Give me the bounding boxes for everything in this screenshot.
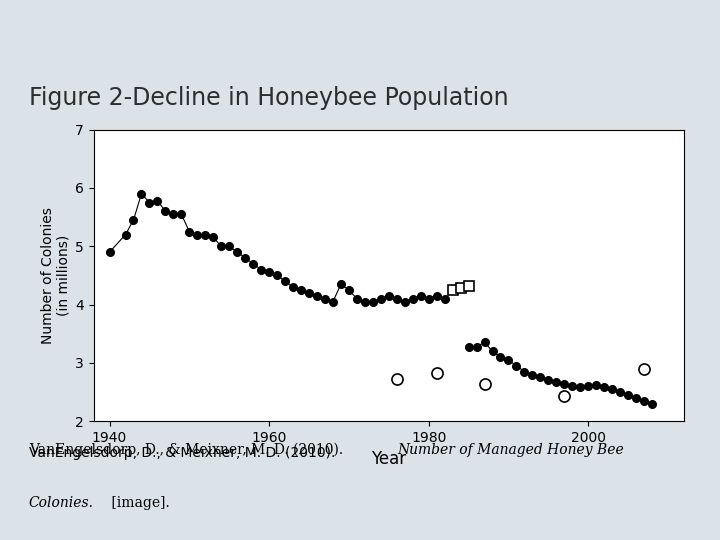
Text: Number of Managed Honey Bee: Number of Managed Honey Bee <box>397 443 624 457</box>
Text: [image].: [image]. <box>107 496 169 510</box>
Text: VanEngelsdorp, D., & Meixner, M. D. (2010).: VanEngelsdorp, D., & Meixner, M. D. (201… <box>29 443 347 457</box>
Text: Colonies.: Colonies. <box>29 496 94 510</box>
Y-axis label: Number of Colonies
(in millions): Number of Colonies (in millions) <box>40 207 71 344</box>
Text: VanEngelsdorp, D., & Meixner, M. D. (2010).: VanEngelsdorp, D., & Meixner, M. D. (201… <box>29 446 340 460</box>
X-axis label: Year: Year <box>372 450 406 469</box>
Text: Figure 2-Decline in Honeybee Population: Figure 2-Decline in Honeybee Population <box>29 86 508 110</box>
